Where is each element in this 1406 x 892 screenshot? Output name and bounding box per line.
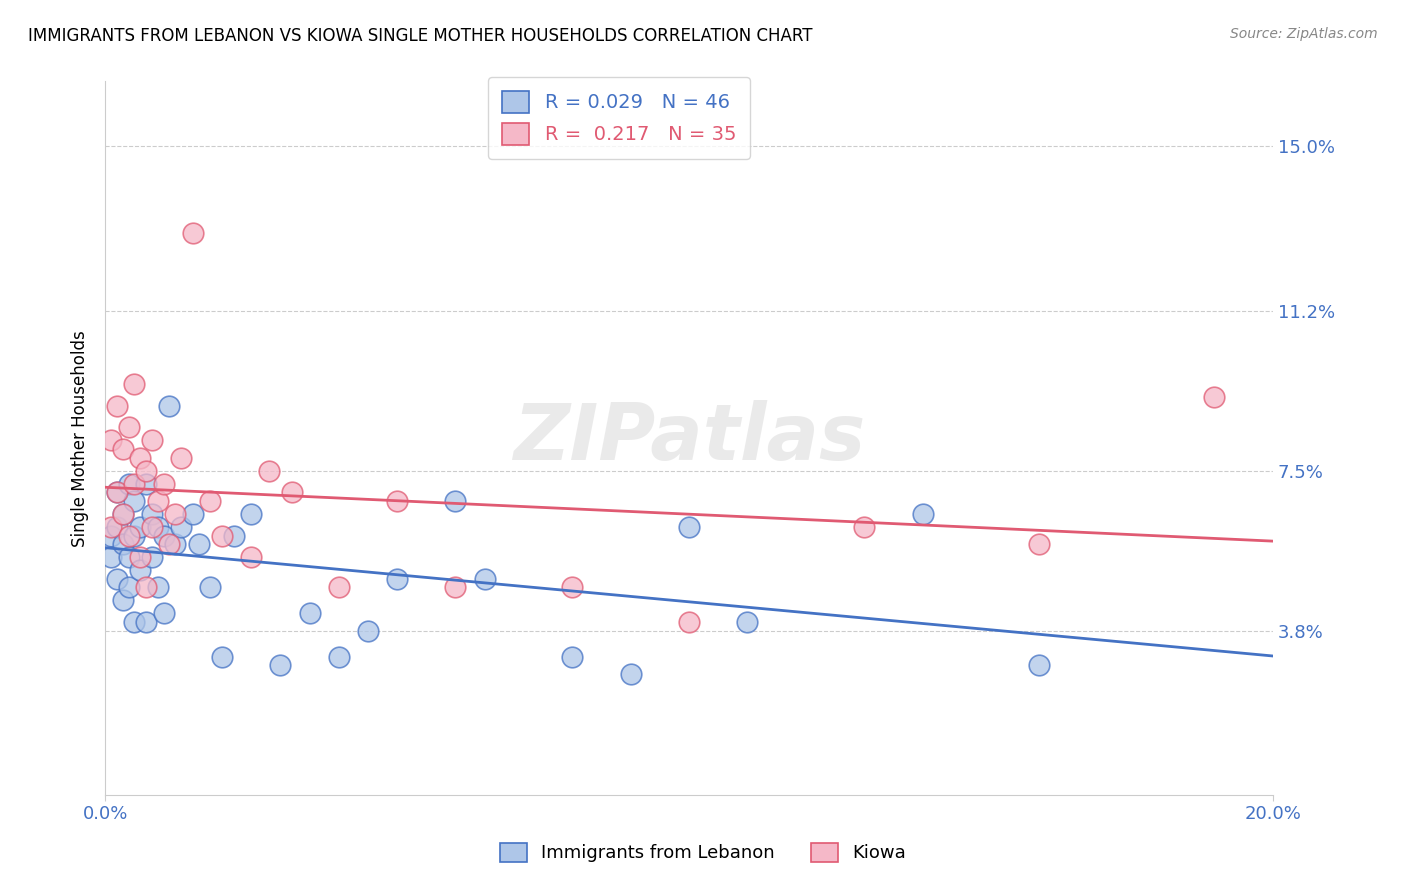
Point xyxy=(100,528,122,542)
Point xyxy=(222,528,245,542)
Point xyxy=(357,624,380,638)
Point xyxy=(678,520,700,534)
Point xyxy=(200,581,222,595)
Point xyxy=(129,450,152,465)
Point xyxy=(170,520,193,534)
Point xyxy=(187,537,209,551)
Point xyxy=(100,434,122,448)
Point xyxy=(211,528,233,542)
Point xyxy=(105,485,128,500)
Text: IMMIGRANTS FROM LEBANON VS KIOWA SINGLE MOTHER HOUSEHOLDS CORRELATION CHART: IMMIGRANTS FROM LEBANON VS KIOWA SINGLE … xyxy=(28,27,813,45)
Point xyxy=(117,476,139,491)
Point xyxy=(129,520,152,534)
Point xyxy=(911,507,934,521)
Point xyxy=(165,507,187,521)
Point xyxy=(561,649,583,664)
Point xyxy=(181,226,204,240)
Point xyxy=(328,649,350,664)
Point xyxy=(281,485,304,500)
Point xyxy=(211,649,233,664)
Point xyxy=(152,476,174,491)
Point xyxy=(141,520,163,534)
Point xyxy=(181,507,204,521)
Point xyxy=(100,550,122,565)
Point xyxy=(159,399,181,413)
Point xyxy=(124,494,146,508)
Point xyxy=(135,476,157,491)
Point xyxy=(124,377,146,392)
Legend: Immigrants from Lebanon, Kiowa: Immigrants from Lebanon, Kiowa xyxy=(492,836,914,870)
Point xyxy=(328,581,350,595)
Legend: R = 0.029   N = 46, R =  0.217   N = 35: R = 0.029 N = 46, R = 0.217 N = 35 xyxy=(488,77,749,159)
Point xyxy=(105,520,128,534)
Point xyxy=(105,399,128,413)
Point xyxy=(159,537,181,551)
Point xyxy=(146,581,169,595)
Point xyxy=(1028,658,1050,673)
Point xyxy=(444,581,467,595)
Point xyxy=(853,520,876,534)
Point xyxy=(146,520,169,534)
Point xyxy=(117,581,139,595)
Point xyxy=(737,615,759,629)
Point xyxy=(165,537,187,551)
Point xyxy=(111,442,134,456)
Point xyxy=(117,528,139,542)
Point xyxy=(200,494,222,508)
Point xyxy=(124,476,146,491)
Point xyxy=(152,528,174,542)
Point xyxy=(240,507,263,521)
Point xyxy=(100,520,122,534)
Point xyxy=(105,485,128,500)
Point xyxy=(1028,537,1050,551)
Point xyxy=(146,494,169,508)
Point xyxy=(135,581,157,595)
Point xyxy=(124,528,146,542)
Point xyxy=(269,658,291,673)
Point xyxy=(170,450,193,465)
Point xyxy=(385,494,408,508)
Text: ZIPatlas: ZIPatlas xyxy=(513,401,865,476)
Point xyxy=(117,550,139,565)
Point xyxy=(298,607,321,621)
Y-axis label: Single Mother Households: Single Mother Households xyxy=(72,330,89,547)
Point xyxy=(129,550,152,565)
Point xyxy=(257,464,280,478)
Point xyxy=(620,667,643,681)
Point xyxy=(105,572,128,586)
Point xyxy=(141,550,163,565)
Point xyxy=(152,607,174,621)
Point xyxy=(124,615,146,629)
Point xyxy=(444,494,467,508)
Point xyxy=(111,507,134,521)
Point xyxy=(141,434,163,448)
Point xyxy=(1204,390,1226,404)
Point xyxy=(474,572,496,586)
Point xyxy=(385,572,408,586)
Point xyxy=(135,615,157,629)
Point xyxy=(111,537,134,551)
Point xyxy=(111,507,134,521)
Point xyxy=(135,464,157,478)
Text: Source: ZipAtlas.com: Source: ZipAtlas.com xyxy=(1230,27,1378,41)
Point xyxy=(240,550,263,565)
Point xyxy=(111,593,134,607)
Point xyxy=(141,507,163,521)
Point xyxy=(678,615,700,629)
Point xyxy=(117,420,139,434)
Point xyxy=(129,563,152,577)
Point xyxy=(561,581,583,595)
